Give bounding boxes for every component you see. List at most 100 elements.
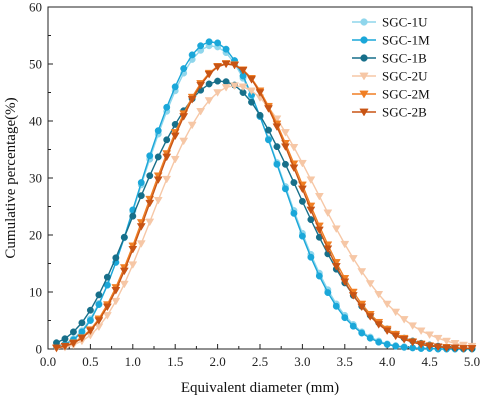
x-tick-label: 0.5: [82, 354, 98, 369]
data-point: [247, 87, 256, 96]
data-point: [307, 216, 315, 224]
legend-item: SGC-2M: [352, 87, 430, 102]
data-point: [230, 82, 239, 90]
data-point: [61, 335, 69, 343]
data-point: [103, 273, 111, 281]
data-point: [290, 209, 298, 217]
data-point: [265, 126, 272, 134]
data-point: [425, 342, 435, 351]
data-point: [315, 272, 323, 280]
data-point: [340, 278, 350, 287]
data-point: [137, 192, 145, 200]
data-point: [119, 280, 129, 289]
legend-marker: [359, 72, 369, 81]
legend-marker: [359, 108, 369, 117]
data-point: [196, 108, 206, 116]
data-point: [408, 322, 418, 330]
data-point: [86, 306, 94, 314]
data-point: [129, 212, 137, 220]
data-point: [281, 143, 290, 151]
data-point: [375, 338, 383, 346]
data-point: [324, 289, 332, 297]
data-point: [69, 340, 78, 348]
legend-item: SGC-1B: [352, 51, 427, 66]
data-point: [298, 232, 306, 240]
x-tick-label: 0.0: [40, 354, 56, 369]
data-point: [163, 136, 171, 144]
data-point: [450, 340, 460, 348]
series-sgc-2u: [52, 82, 477, 353]
data-point: [196, 81, 206, 90]
data-point: [111, 297, 121, 306]
legend-item: SGC-2U: [352, 69, 428, 84]
data-point: [221, 60, 231, 69]
x-tick-label: 1.0: [125, 354, 141, 369]
legend-label: SGC-2B: [382, 105, 427, 120]
data-point: [171, 83, 179, 91]
y-axis: 0 10 20 30 40 50 60: [29, 0, 53, 357]
data-point: [187, 96, 197, 104]
data-point: [162, 153, 172, 162]
legend-label: SGC-2M: [382, 87, 430, 102]
data-point: [450, 344, 460, 353]
data-point: [408, 338, 418, 347]
data-point: [264, 105, 273, 113]
data-point: [340, 240, 350, 249]
data-point: [374, 321, 384, 329]
data-point: [145, 199, 155, 208]
data-point: [289, 143, 299, 152]
data-point: [272, 123, 282, 131]
data-point: [95, 301, 103, 308]
data-point: [204, 71, 214, 79]
x-tick-label: 4.0: [379, 354, 395, 369]
data-point: [323, 245, 333, 253]
data-point: [102, 303, 112, 312]
data-point: [348, 292, 358, 300]
data-point: [188, 51, 196, 59]
data-point: [221, 84, 231, 92]
x-tick-label: 1.5: [167, 354, 183, 369]
data-point: [179, 113, 189, 121]
data-point: [222, 45, 230, 53]
data-point: [69, 328, 77, 336]
legend-label: SGC-1U: [382, 15, 428, 30]
data-point: [153, 196, 163, 205]
data-point: [400, 343, 408, 351]
data-point: [442, 337, 451, 346]
y-tick-label: 40: [29, 114, 42, 129]
data-point: [214, 39, 222, 47]
legend-marker: [360, 54, 368, 62]
data-point: [399, 336, 409, 344]
data-point: [297, 185, 307, 194]
data-point: [281, 129, 290, 137]
legend: SGC-1U SGC-1M SGC-1B SGC-2U SGC-2M SGC-2B: [352, 15, 430, 120]
data-point: [357, 268, 367, 276]
data-point: [331, 225, 341, 234]
data-point: [162, 175, 172, 184]
data-point: [213, 63, 223, 72]
y-tick-label: 0: [36, 342, 43, 357]
series-line: [56, 80, 472, 350]
data-point: [255, 89, 265, 97]
data-point: [314, 226, 324, 235]
legend-item: SGC-2B: [352, 105, 427, 120]
data-point: [86, 317, 94, 324]
data-point: [306, 206, 316, 215]
data-point: [136, 223, 146, 231]
y-tick-label: 20: [29, 228, 42, 243]
data-point: [154, 127, 162, 135]
data-point: [348, 255, 358, 263]
data-point: [128, 261, 138, 269]
legend-item: SGC-1M: [352, 33, 430, 48]
data-point: [307, 253, 315, 261]
data-point: [146, 152, 154, 160]
legend-marker: [360, 36, 368, 44]
data-point: [374, 291, 384, 299]
data-point: [289, 164, 299, 173]
legend-item: SGC-1U: [352, 15, 428, 30]
data-point: [119, 267, 129, 276]
data-point: [433, 343, 443, 352]
data-point: [365, 313, 375, 321]
data-point: [281, 185, 289, 193]
y-tick-label: 60: [29, 0, 42, 15]
